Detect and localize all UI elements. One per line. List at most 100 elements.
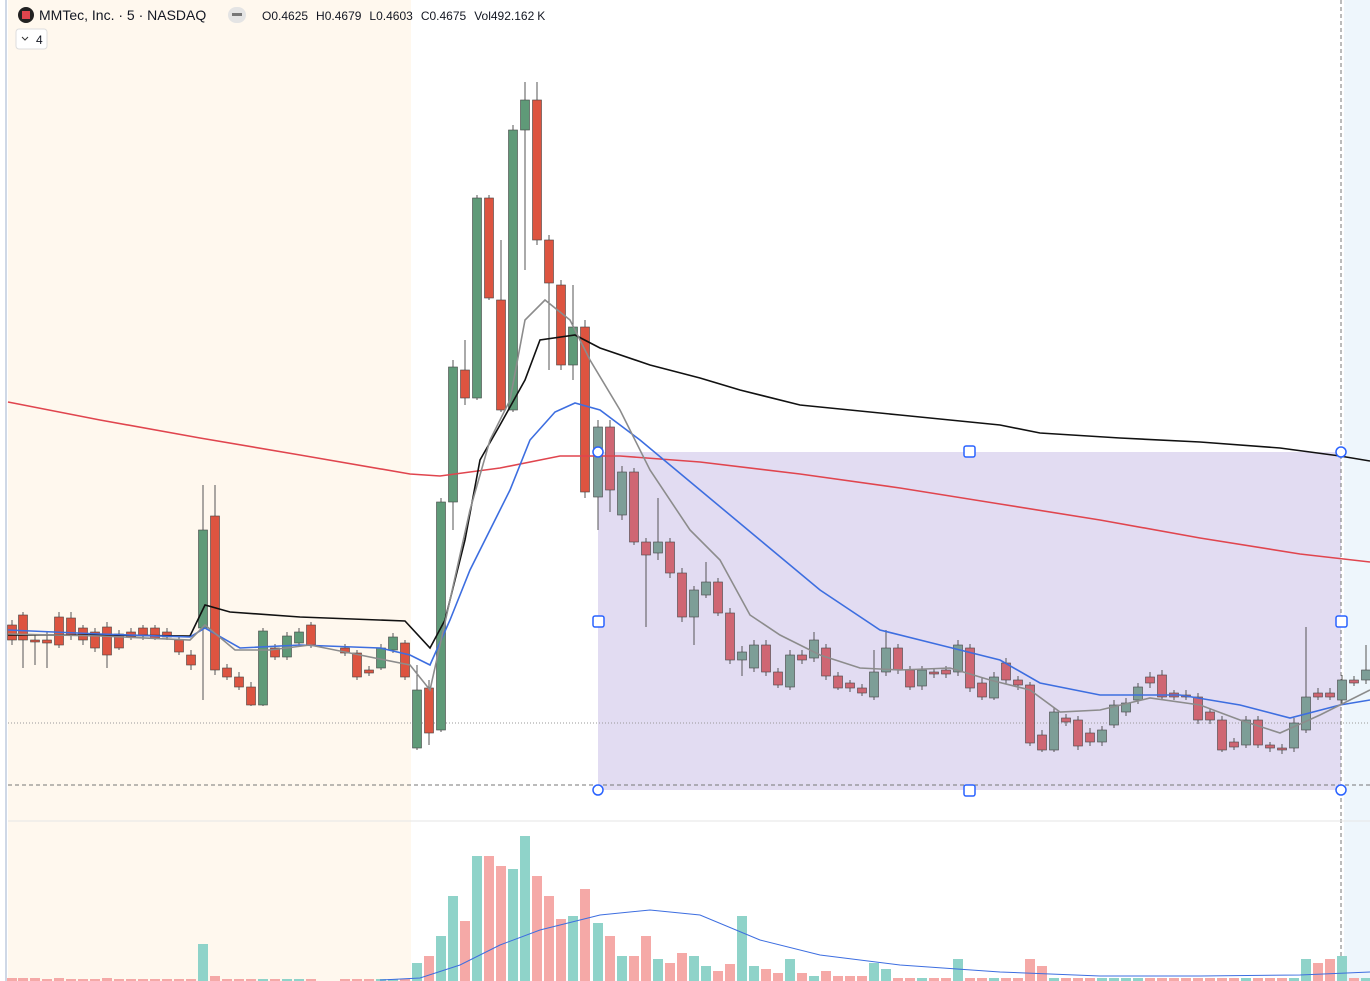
- symbol-title: MMTec, Inc. · 5 · NASDAQ: [39, 7, 206, 23]
- candle-body: [1193, 696, 1203, 721]
- handle[interactable]: [592, 784, 604, 796]
- handle[interactable]: [1335, 615, 1348, 628]
- volume-bar: [677, 953, 687, 981]
- candle-body: [713, 581, 723, 614]
- handle[interactable]: [963, 784, 976, 797]
- candle-body: [1157, 674, 1167, 698]
- candle-body: [448, 366, 458, 503]
- low-value: 0.4603: [376, 9, 413, 23]
- candle-body: [90, 631, 100, 649]
- handle[interactable]: [1335, 446, 1347, 458]
- volume-bar: [1265, 978, 1275, 981]
- volume-bar: [1361, 978, 1370, 981]
- volume-bar: [857, 976, 867, 981]
- candle-body: [424, 687, 434, 734]
- volume-bar: [593, 923, 603, 981]
- candle-body: [773, 671, 783, 686]
- candle-body: [294, 631, 304, 644]
- volume-bar: [737, 916, 747, 981]
- high-label: H: [316, 9, 325, 23]
- candle-body: [1229, 741, 1239, 748]
- volume-bar: [222, 979, 232, 981]
- handle[interactable]: [1335, 784, 1347, 796]
- handle[interactable]: [592, 446, 604, 458]
- ma-red: [7, 401, 1370, 563]
- candle-body: [857, 687, 867, 694]
- candle-body: [174, 639, 184, 653]
- open-label: O: [262, 9, 271, 23]
- candle-body: [484, 197, 494, 299]
- indicator-toggle[interactable]: [15, 28, 48, 50]
- ohlc-values: O0.4625 H0.4679 L0.4603 C0.4675 Vol492.162 K: [262, 9, 545, 23]
- volume-bar: [138, 979, 148, 981]
- candle-body: [580, 326, 590, 493]
- volume-bar: [1277, 978, 1287, 981]
- volume-bar: [641, 936, 651, 981]
- volume-bar: [1061, 978, 1071, 981]
- volume-bar: [448, 896, 458, 981]
- close-value: 0.4675: [429, 9, 466, 23]
- candle-body: [677, 572, 687, 618]
- candle-body: [689, 589, 699, 618]
- candle-body: [1337, 679, 1347, 701]
- volume-bar: [773, 973, 783, 981]
- candle-body: [629, 471, 639, 543]
- volume-bar: [340, 979, 350, 981]
- volume-bar: [198, 944, 208, 981]
- volume-bar: [977, 978, 987, 981]
- volume-bar: [102, 978, 112, 981]
- volume-bar: [1145, 978, 1155, 981]
- volume-bar: [544, 896, 554, 981]
- candle-body: [7, 624, 17, 641]
- volume-bar: [126, 979, 136, 981]
- volume-bar: [1313, 963, 1323, 981]
- ma-gray: [7, 298, 1370, 734]
- volume-bar: [1169, 978, 1179, 981]
- volume-bar: [689, 956, 699, 981]
- candle-body: [1313, 692, 1323, 698]
- candle-body: [617, 471, 627, 516]
- candle-body: [222, 667, 232, 678]
- volume-bar: [1253, 978, 1263, 981]
- candle-body: [593, 426, 603, 498]
- volume-bar: [1205, 978, 1215, 981]
- volume-bar: [1241, 978, 1251, 981]
- handle[interactable]: [592, 615, 605, 628]
- candle-body: [508, 129, 518, 411]
- candle-body: [1325, 692, 1335, 698]
- candle-body: [556, 284, 566, 366]
- candle-body: [400, 642, 410, 678]
- volume-bar: [1013, 978, 1023, 981]
- close-label: C: [421, 9, 430, 23]
- volume-bar: [436, 936, 446, 981]
- candle-body: [1109, 704, 1119, 726]
- volume-bar: [665, 963, 675, 981]
- candle-body: [460, 369, 470, 399]
- candle-body: [1277, 747, 1287, 751]
- volume-bar: [917, 978, 927, 981]
- volume-bar: [1001, 978, 1011, 981]
- candle-body: [917, 669, 927, 687]
- status-icon: [232, 13, 242, 16]
- candle-body: [412, 689, 422, 749]
- volume-bar: [653, 959, 663, 981]
- candle-body: [42, 639, 52, 644]
- volume-ma: [379, 909, 1370, 981]
- volume-bar: [1121, 978, 1131, 981]
- volume-bar: [809, 976, 819, 981]
- candle-body: [210, 515, 220, 671]
- volume-bar: [617, 956, 627, 981]
- candle-body: [258, 630, 268, 706]
- volume-bar: [186, 979, 196, 981]
- volume-bar: [869, 963, 879, 981]
- session-highlight: [8, 0, 411, 981]
- volume-bar: [1157, 978, 1167, 981]
- handle[interactable]: [963, 445, 976, 458]
- candle-body: [1289, 722, 1299, 749]
- volume-bar: [520, 836, 530, 981]
- volume-bar: [1289, 978, 1299, 981]
- volume-bar: [556, 919, 566, 981]
- candle-body: [364, 669, 374, 674]
- volume-bar: [66, 979, 76, 981]
- volume-bar: [797, 973, 807, 981]
